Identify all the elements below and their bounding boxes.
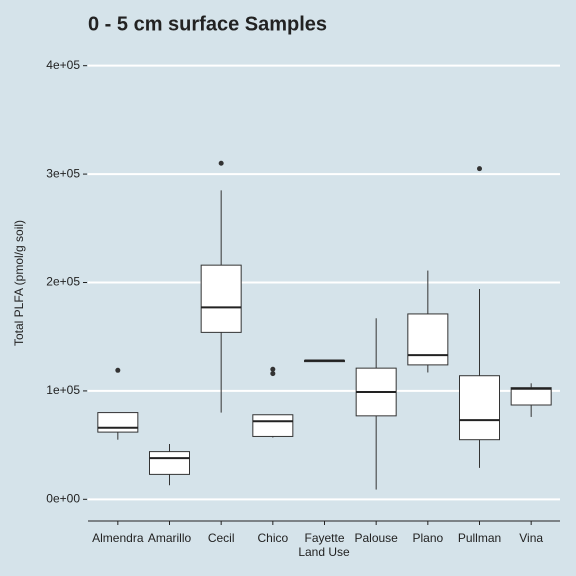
box	[97, 412, 139, 433]
x-tick-label: Chico	[257, 531, 288, 545]
x-tick-label: Almendra	[92, 531, 144, 545]
y-tick-label: 1e+05	[46, 383, 80, 397]
x-tick-label: Vina	[519, 531, 543, 545]
x-tick-label: Palouse	[354, 531, 398, 545]
box	[252, 414, 294, 437]
box	[407, 313, 449, 366]
box	[510, 387, 552, 406]
y-tick-label: 2e+05	[46, 275, 80, 289]
outlier	[270, 366, 276, 372]
chart-title: 0 - 5 cm surface Samples	[88, 13, 327, 35]
x-tick-label: Plano	[412, 531, 443, 545]
box	[459, 375, 500, 441]
outlier	[115, 367, 121, 373]
x-tick-label: Fayette	[304, 531, 344, 545]
box	[149, 451, 190, 475]
x-tick-label: Amarillo	[148, 531, 192, 545]
y-tick-label: 4e+05	[46, 58, 80, 72]
x-tick-label: Cecil	[208, 531, 235, 545]
box	[200, 264, 242, 333]
y-axis-label: Total PLFA (pmol/g soil)	[12, 220, 26, 346]
outlier	[270, 371, 276, 377]
outlier	[477, 166, 482, 172]
y-tick-label: 0e+00	[46, 491, 80, 505]
x-tick-label: Pullman	[458, 531, 501, 545]
outlier	[218, 160, 224, 166]
x-axis-label: Land Use	[298, 545, 350, 559]
y-tick-label: 3e+05	[46, 166, 80, 180]
